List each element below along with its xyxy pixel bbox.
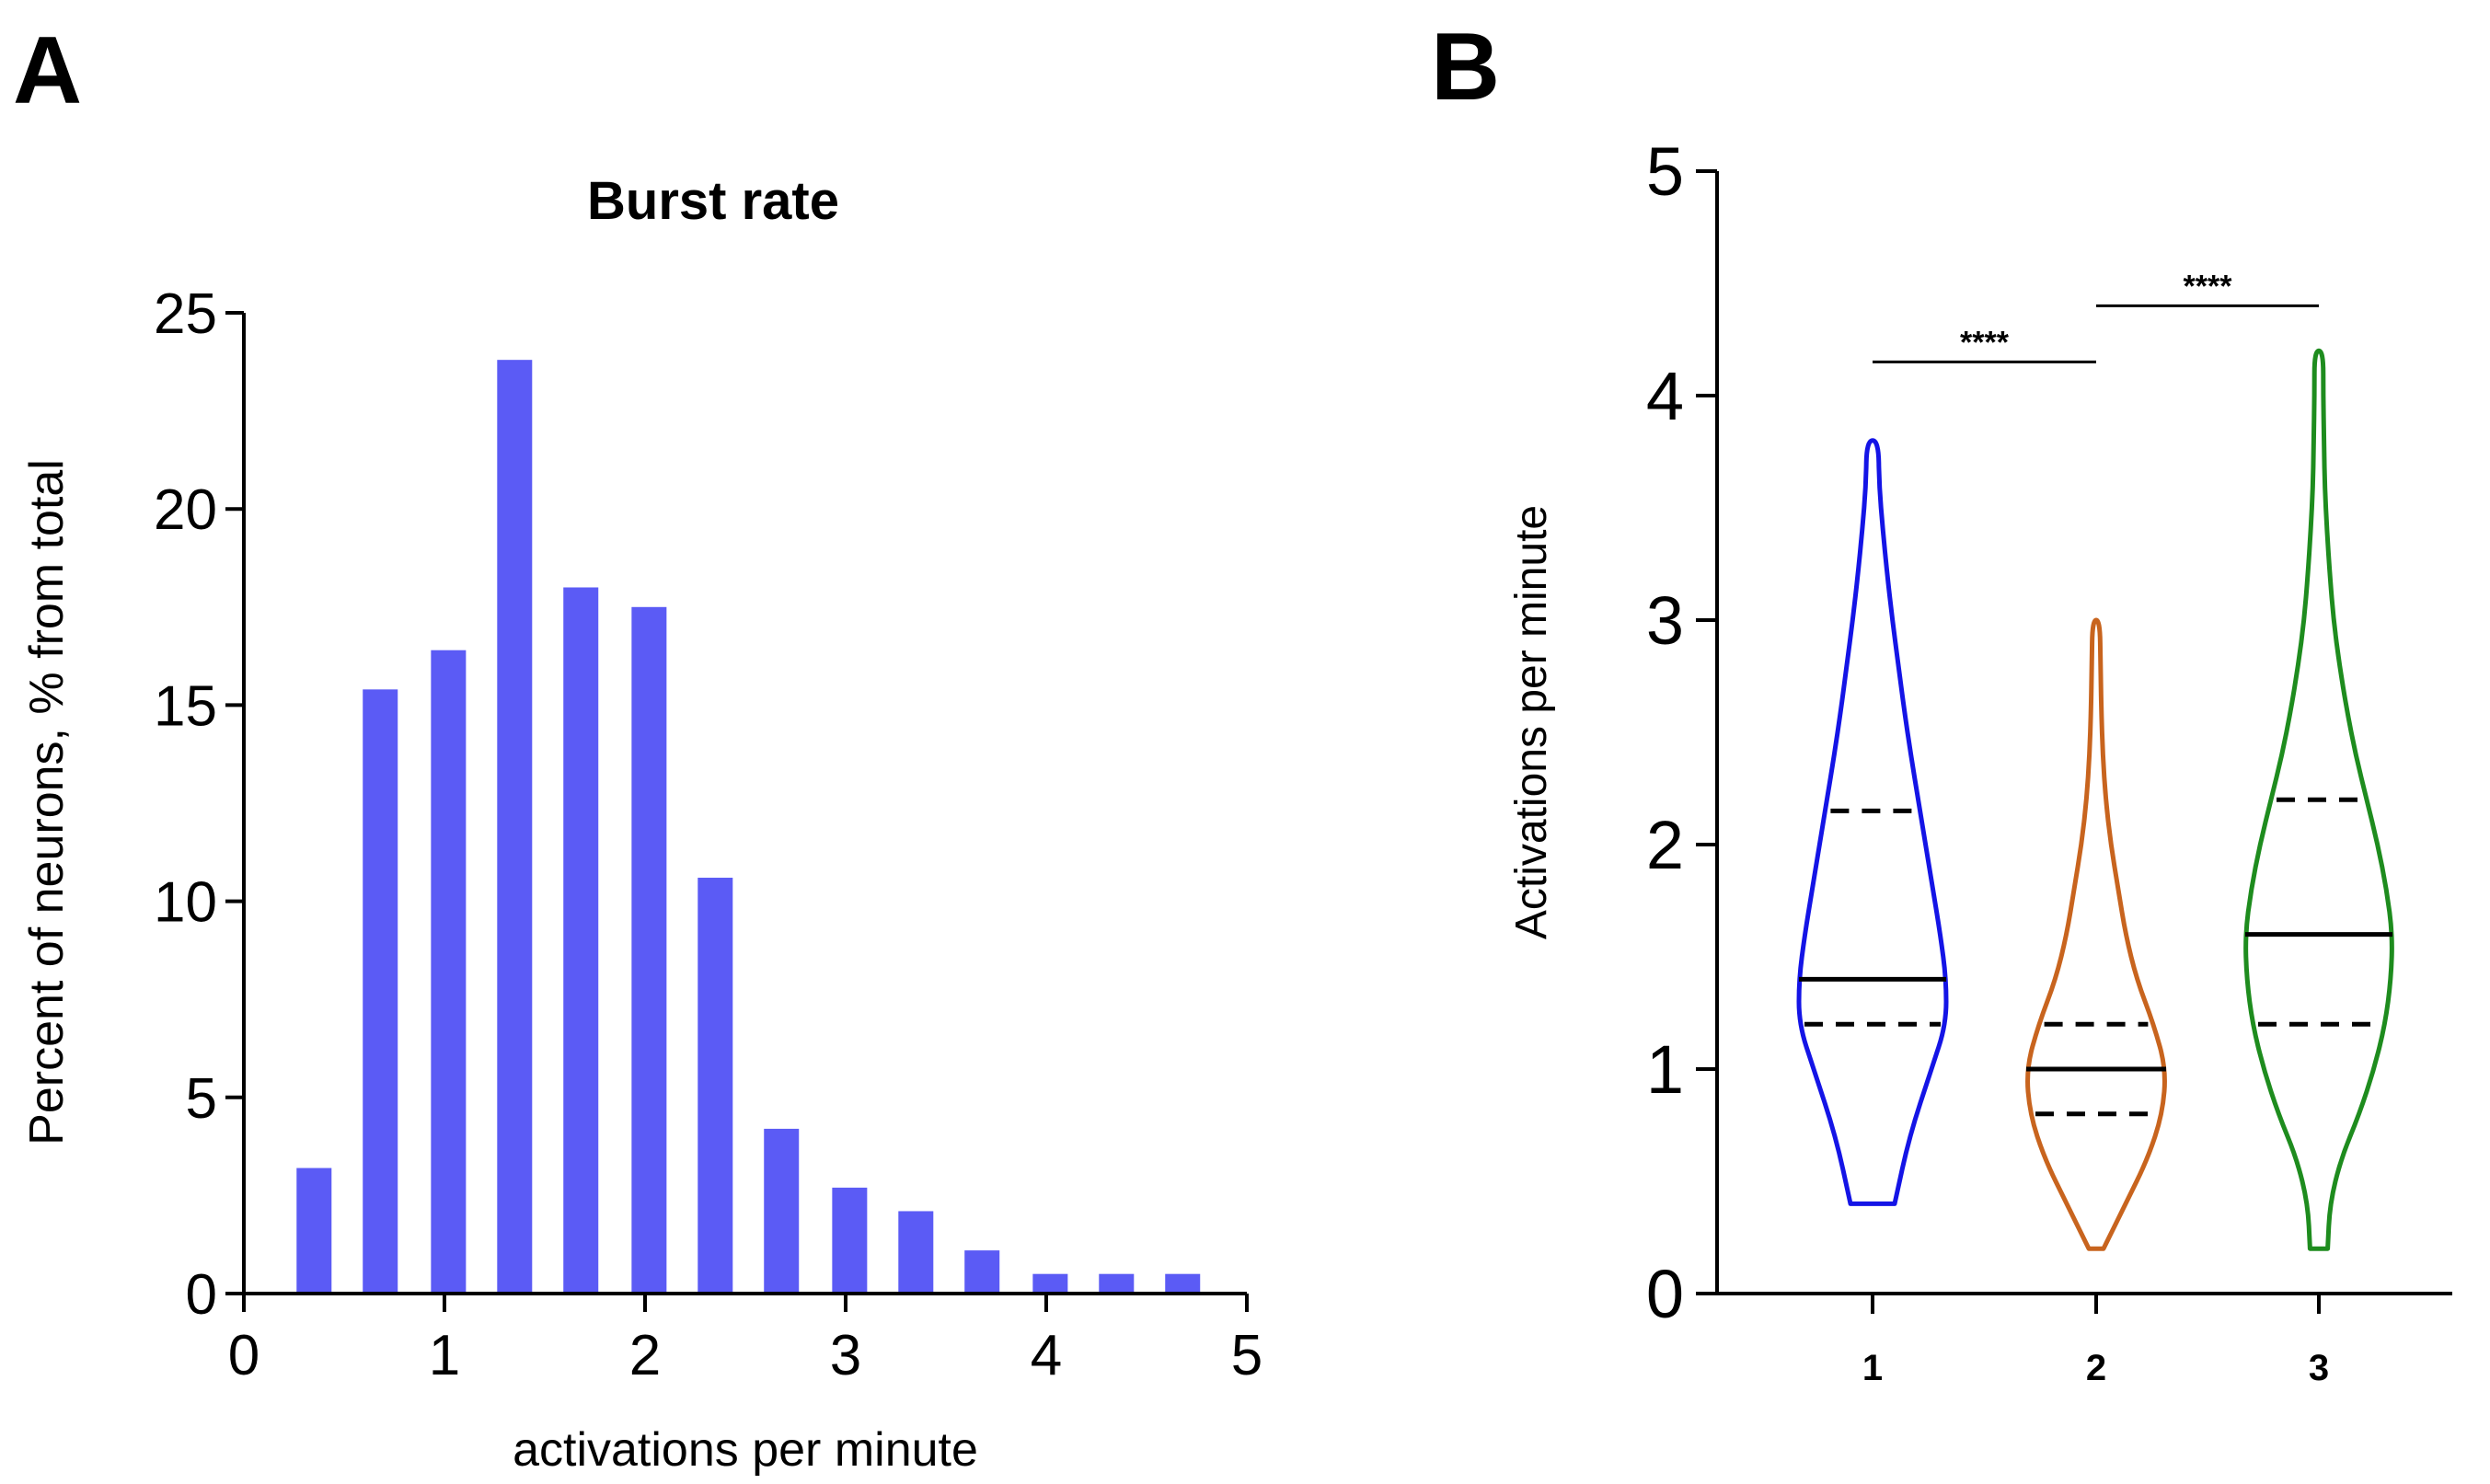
panel-b-violin: **** **** 0 1 2 3 4 5 1 2 3 Activations per minu… <box>1507 133 2452 1388</box>
histogram-bar <box>764 1128 800 1294</box>
y-tick-label: 0 <box>186 1263 217 1327</box>
x-tick-label: 4 <box>1031 1324 1062 1387</box>
histogram-bar <box>431 650 467 1294</box>
histogram-bar <box>832 1187 868 1294</box>
y-tick-label: 1 <box>1646 1031 1684 1108</box>
violin-2 <box>2025 617 2167 1251</box>
y-tick-label: 25 <box>154 282 217 346</box>
y-tick-label: 4 <box>1646 358 1684 434</box>
x-tick-label: 1 <box>1862 1348 1883 1388</box>
chart-a-y-ticks: 0 5 10 15 20 25 <box>154 282 244 1327</box>
panel-b-letter: B <box>1431 14 1500 121</box>
y-tick-label: 3 <box>1646 582 1684 659</box>
histogram-bar <box>697 878 733 1294</box>
panel-a-letter: A <box>13 17 82 124</box>
histogram-bar <box>631 606 667 1294</box>
chart-a-title: Burst rate <box>587 171 839 231</box>
chart-a-x-ticks: 0 1 2 3 4 5 <box>228 1294 1262 1387</box>
y-tick-label: 2 <box>1646 807 1684 883</box>
histogram-bar <box>296 1168 332 1294</box>
histogram-bar <box>1032 1273 1068 1294</box>
y-tick-label: 0 <box>1646 1256 1684 1332</box>
chart-b-y-ticks: 0 1 2 3 4 5 <box>1646 133 1717 1332</box>
y-tick-label: 5 <box>186 1067 217 1131</box>
x-tick-label: 2 <box>629 1324 661 1387</box>
significance-label: **** <box>2184 269 2233 304</box>
significance-label: **** <box>1960 325 2010 360</box>
x-tick-label: 1 <box>429 1324 460 1387</box>
x-tick-label: 3 <box>2309 1348 2329 1388</box>
chart-a-x-label: activations per minute <box>513 1423 978 1477</box>
histogram-bar <box>497 360 533 1294</box>
histogram-bar <box>1165 1273 1201 1294</box>
histogram-bar <box>1099 1273 1135 1294</box>
chart-b-x-ticks: 1 2 3 <box>1862 1294 2329 1388</box>
panel-a-histogram: Burst rate 0 5 10 15 20 25 0 1 2 3 4 5 activations… <box>20 171 1262 1477</box>
x-tick-label: 5 <box>1231 1324 1262 1387</box>
histogram-bar <box>563 587 599 1294</box>
chart-a-bars <box>296 360 1201 1294</box>
x-tick-label: 0 <box>228 1324 259 1387</box>
y-tick-label: 20 <box>154 478 217 542</box>
y-tick-label: 15 <box>154 674 217 738</box>
histogram-bar <box>363 689 398 1294</box>
histogram-bar <box>964 1250 1000 1294</box>
histogram-bar <box>898 1211 934 1294</box>
x-tick-label: 3 <box>830 1324 861 1387</box>
chart-a-y-label: Percent of neurons, % from total <box>20 459 74 1145</box>
y-tick-label: 10 <box>154 871 217 935</box>
chart-b-violins <box>1796 348 2394 1251</box>
y-tick-label: 5 <box>1646 133 1684 210</box>
chart-b-y-label: Activations per minute <box>1507 505 1556 939</box>
violin-1 <box>1796 438 1949 1206</box>
chart-b-significance: **** **** <box>1873 269 2319 363</box>
x-tick-label: 2 <box>2086 1348 2106 1388</box>
violin-3 <box>2243 348 2394 1251</box>
